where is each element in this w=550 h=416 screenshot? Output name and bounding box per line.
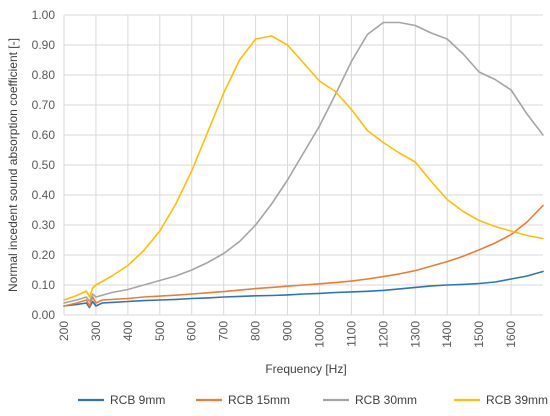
series-line: [63, 270, 544, 309]
legend: RCB 9mm RCB 15mm RCB 30mm RCB 39mm: [78, 393, 548, 407]
x-tick-label: 400: [121, 321, 135, 341]
series-line: [63, 21, 544, 304]
y-tick-label: 0.60: [32, 128, 56, 142]
x-tick-label: 1400: [440, 321, 454, 348]
y-tick-label: 0.00: [32, 308, 56, 322]
plot-series: [63, 21, 544, 309]
x-tick-label: 1100: [344, 321, 358, 347]
x-tick-label: 1600: [504, 321, 518, 348]
x-tick-label: 800: [249, 321, 263, 341]
series-line: [63, 35, 544, 301]
legend-label: RCB 39mm: [486, 393, 548, 407]
y-tick-label: 0.20: [32, 248, 56, 262]
legend-label: RCB 9mm: [110, 393, 165, 407]
x-tick-label: 600: [185, 321, 199, 341]
y-tick-label: 0.10: [32, 278, 56, 292]
gridlines: [63, 14, 543, 316]
x-tick-label: 700: [217, 321, 231, 341]
x-tick-label: 1000: [312, 321, 326, 348]
x-axis-title: Frequency [Hz]: [265, 362, 346, 376]
y-tick-label: 0.70: [32, 98, 56, 112]
x-tick-label: 1300: [408, 321, 422, 348]
x-axis-ticks: 200 300 400 500 600 700 800 900 1000 1100 1200 1300…: [57, 321, 518, 348]
x-tick-label: 500: [153, 321, 167, 341]
y-tick-label: 0.90: [32, 38, 56, 52]
x-tick-label: 1200: [376, 321, 390, 348]
y-axis-title: Normal incedent sound absorption coeffic…: [6, 38, 20, 292]
y-tick-label: 0.80: [32, 68, 56, 82]
y-tick-label: 0.30: [32, 218, 56, 232]
legend-label: RCB 30mm: [355, 393, 417, 407]
x-tick-label: 200: [57, 321, 71, 341]
y-tick-label: 1.00: [32, 8, 56, 22]
x-tick-label: 1500: [472, 321, 486, 348]
y-axis-ticks: 0.00 0.10 0.20 0.30 0.40 0.50 0.60 0.70 0.80 0.90…: [32, 8, 56, 322]
x-tick-label: 300: [89, 321, 103, 341]
legend-label: RCB 15mm: [228, 393, 290, 407]
y-tick-label: 0.40: [32, 188, 56, 202]
x-tick-label: 900: [281, 321, 295, 341]
series-line: [63, 204, 544, 307]
y-tick-label: 0.50: [32, 158, 56, 172]
